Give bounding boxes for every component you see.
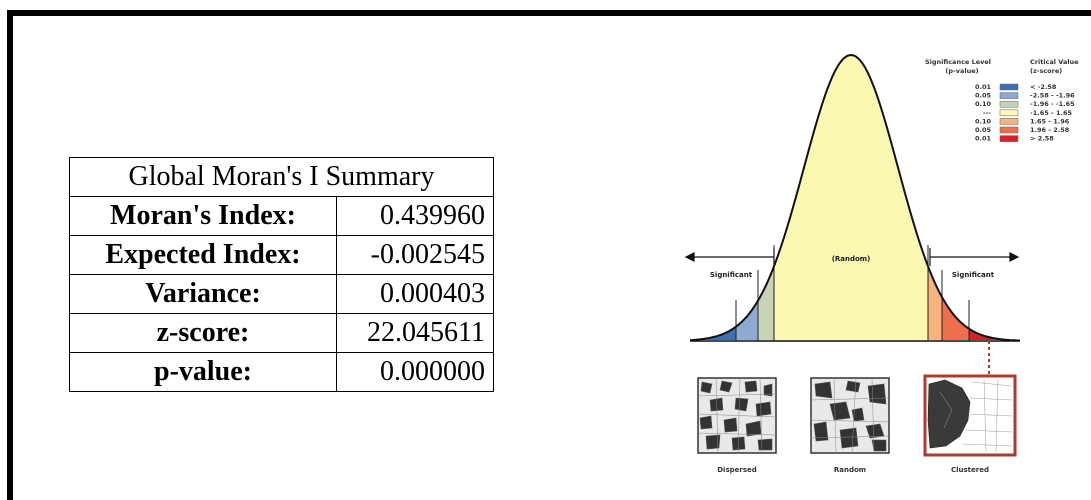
row-value: 0.000000 xyxy=(336,352,494,392)
row-value: -0.002545 xyxy=(336,235,494,275)
row-label: z-score: xyxy=(69,313,337,353)
random-label: (Random) xyxy=(832,255,871,263)
table-title: Global Moran's I Summary xyxy=(69,157,494,197)
normal-curve xyxy=(689,54,1021,342)
pattern-dispersed xyxy=(697,377,777,454)
legend-swatch xyxy=(999,118,1019,125)
legend-z-range: < -2.58 xyxy=(1030,83,1057,91)
outer-frame xyxy=(7,10,1091,500)
legend-swatch xyxy=(999,100,1019,108)
row-label: p-value: xyxy=(69,352,337,392)
legend-crit-header: Critical Value xyxy=(1030,58,1079,66)
region-z-196-258 xyxy=(942,55,969,340)
legend-z-range: 1.96 - 2.58 xyxy=(1030,126,1070,134)
table-row: Variance: 0.000403 xyxy=(69,274,494,314)
region-z-258-196 xyxy=(736,55,758,340)
row-label: Expected Index: xyxy=(69,235,337,275)
legend-z-range: 1.65 - 1.96 xyxy=(1030,117,1070,125)
morans-summary-table: Global Moran's I Summary Moran's Index: … xyxy=(69,157,494,392)
significance-diagram: Significant (Random) Significant Signifi… xyxy=(684,54,1079,474)
legend: Significance Level (p-value) Critical Va… xyxy=(925,58,1079,143)
right-significant-label: Significant xyxy=(952,271,995,279)
pattern-random xyxy=(810,377,890,454)
legend-p-value: --- xyxy=(983,109,991,117)
legend-p-value: 0.10 xyxy=(975,117,992,125)
table-row: Moran's Index: 0.439960 xyxy=(69,196,494,236)
legend-z-range: > 2.58 xyxy=(1030,135,1054,143)
legend-p-value: 0.10 xyxy=(975,100,992,108)
region-z-lt-258 xyxy=(690,55,736,340)
legend-swatch xyxy=(999,126,1019,134)
legend-z-range: -1.96 - -1.65 xyxy=(1030,100,1075,108)
table-title-row: Global Moran's I Summary xyxy=(69,157,494,197)
legend-z-range: -1.65 - 1.65 xyxy=(1030,109,1072,117)
table-row: Expected Index: -0.002545 xyxy=(69,235,494,275)
legend-swatch xyxy=(999,109,1019,117)
clustered-label: Clustered xyxy=(951,466,989,474)
significance-arrows xyxy=(684,248,1020,266)
legend-p-value: 0.05 xyxy=(975,126,992,134)
legend-swatch xyxy=(999,83,1019,91)
legend-swatch xyxy=(999,92,1019,99)
legend-p-value: 0.05 xyxy=(975,92,992,100)
legend-swatch xyxy=(999,135,1019,142)
dispersed-label: Dispersed xyxy=(717,466,757,474)
legend-crit-subheader: (z-score) xyxy=(1030,67,1062,75)
legend-sig-subheader: (p-value) xyxy=(945,67,978,75)
left-significant-label: Significant xyxy=(710,271,753,279)
row-value: 0.000403 xyxy=(336,274,494,314)
legend-p-value: 0.01 xyxy=(975,83,992,91)
legend-z-range: -2.58 - -1.96 xyxy=(1030,92,1075,100)
legend-sig-header: Significance Level xyxy=(925,58,991,66)
random-pattern-label: Random xyxy=(834,466,866,474)
legend-p-value: 0.01 xyxy=(975,135,992,143)
row-value: 0.439960 xyxy=(336,196,494,236)
row-label: Moran's Index: xyxy=(69,196,337,236)
table-row: p-value: 0.000000 xyxy=(69,352,494,392)
pattern-clustered xyxy=(923,374,1017,457)
